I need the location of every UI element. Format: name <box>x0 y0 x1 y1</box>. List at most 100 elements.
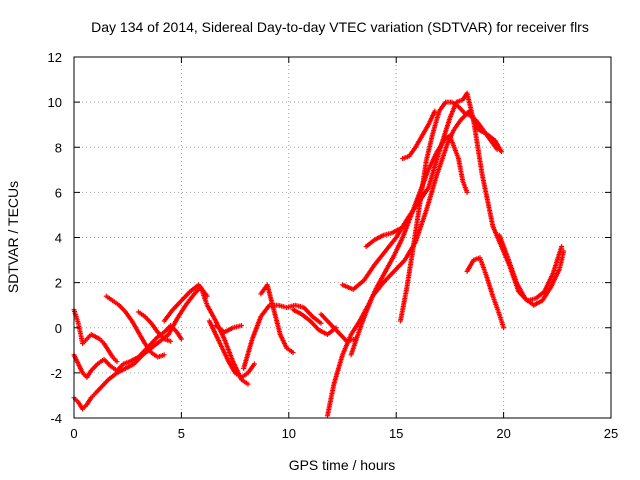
x-tick-label: 0 <box>70 426 77 441</box>
marker-trail <box>392 236 405 257</box>
marker-trail <box>149 322 160 334</box>
marker-trail <box>240 378 249 386</box>
y-tick-label: 10 <box>48 95 62 110</box>
marker-trail <box>240 371 249 379</box>
marker-trail <box>437 116 452 153</box>
marker-trail <box>111 356 119 363</box>
marker-trail <box>404 245 416 289</box>
marker-trail <box>76 322 85 345</box>
marker-trail <box>246 362 256 374</box>
marker-trail <box>94 335 101 341</box>
data-point <box>494 147 500 153</box>
marker-trail <box>163 337 172 344</box>
marker-trail <box>188 283 200 294</box>
marker-trail <box>72 396 80 404</box>
marker-trail <box>490 295 502 316</box>
marker-trail <box>424 173 440 212</box>
y-tick-label: 4 <box>55 231 62 246</box>
marker-trail <box>426 110 437 126</box>
y-tick-label: -2 <box>50 366 62 381</box>
marker-trail <box>81 371 88 379</box>
data-point <box>204 293 210 299</box>
data-point <box>501 325 507 331</box>
y-tick-label: -4 <box>50 411 62 426</box>
marker-trail <box>285 346 294 354</box>
marker-trail <box>424 132 435 162</box>
marker-trail <box>150 335 159 345</box>
marker-trail <box>505 256 519 284</box>
marker-trail <box>175 304 188 320</box>
series-arc-10 <box>258 282 296 356</box>
marker-trail <box>124 362 136 371</box>
series-arc-9 <box>241 302 324 371</box>
series-arc-17 <box>397 99 500 324</box>
data-point <box>464 189 470 195</box>
marker-trail <box>98 338 106 345</box>
marker-trail <box>207 319 218 336</box>
marker-trail <box>309 319 321 332</box>
marker-trail <box>479 173 496 228</box>
marker-trail <box>150 339 161 350</box>
marker-trail <box>184 292 196 307</box>
marker-trail <box>465 258 476 273</box>
marker-trail <box>331 353 345 386</box>
y-tick-label: 6 <box>55 185 62 200</box>
marker-trail <box>162 308 175 323</box>
marker-trail <box>405 202 420 221</box>
marker-trail <box>197 283 209 298</box>
marker-trail <box>489 139 499 151</box>
marker-trail <box>271 308 283 336</box>
marker-trail <box>328 322 340 334</box>
y-tick-label: 12 <box>48 50 62 65</box>
marker-trail <box>241 338 255 370</box>
marker-trail <box>382 270 396 284</box>
y-axis-title: SDTVAR / TECUs <box>5 181 21 293</box>
marker-trail <box>109 364 118 372</box>
marker-trail <box>373 233 385 242</box>
data-point <box>318 320 324 326</box>
marker-trail <box>557 250 566 270</box>
x-axis-title: GPS time / hours <box>289 457 396 473</box>
marker-trail <box>234 371 243 379</box>
marker-trail <box>156 331 166 341</box>
series-arc-6 <box>161 282 210 324</box>
data-point <box>432 108 438 114</box>
data-point <box>559 244 565 250</box>
marker-trail <box>175 331 184 341</box>
marker-trail <box>359 295 375 325</box>
marker-trail <box>143 315 153 325</box>
data-point <box>251 361 257 367</box>
marker-trail <box>130 319 141 334</box>
marker-trail <box>398 286 410 322</box>
series-arc-14 <box>348 108 504 358</box>
marker-trail <box>455 97 464 105</box>
marker-trail <box>437 101 448 113</box>
marker-trail <box>226 360 237 374</box>
marker-trail <box>340 333 353 356</box>
marker-trail <box>278 333 289 350</box>
marker-trail <box>220 347 231 363</box>
marker-trail <box>169 324 179 334</box>
marker-trail <box>341 283 355 292</box>
marker-trail <box>401 154 410 161</box>
marker-trail <box>325 383 337 417</box>
marker-trail <box>213 333 224 350</box>
data-point <box>114 359 120 365</box>
marker-trail <box>482 130 493 142</box>
marker-trail <box>471 119 485 176</box>
series-arc-20 <box>496 232 567 308</box>
marker-trail <box>532 298 544 307</box>
marker-trail <box>137 310 146 318</box>
x-tick-label: 10 <box>282 426 296 441</box>
marker-trail <box>365 238 376 248</box>
marker-trail <box>349 322 364 356</box>
marker-trail <box>85 396 93 406</box>
marker-trail <box>122 359 131 366</box>
marker-trail <box>156 352 166 360</box>
marker-trail <box>352 279 366 291</box>
marker-trail <box>426 150 439 171</box>
marker-trail <box>549 268 562 289</box>
marker-trail <box>411 202 423 248</box>
series-arc-19 <box>464 255 507 331</box>
